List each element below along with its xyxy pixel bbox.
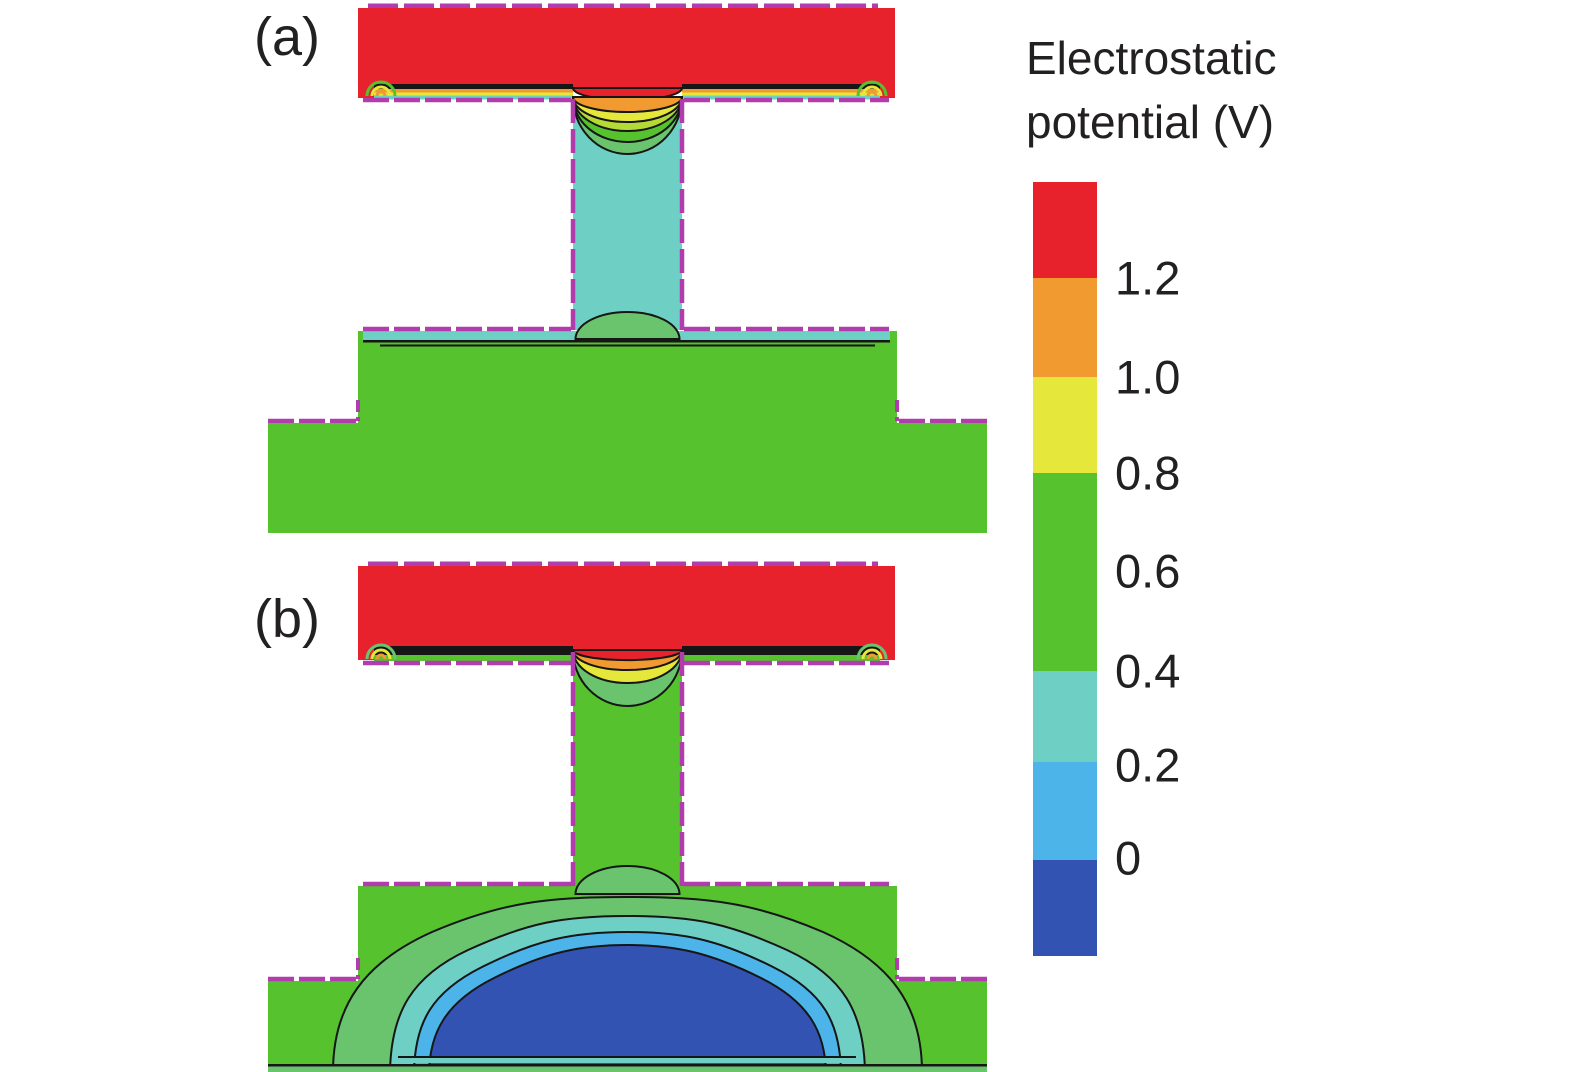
panel-a-label: (a) [254, 7, 320, 67]
panel-b-contact-dip [571, 649, 684, 662]
colorbar-segment-0.2-0.4 [1033, 671, 1097, 762]
panel-b-band-green-left [374, 655, 573, 661]
fan-arc-green [856, 643, 888, 660]
panel-a-channel-top-rings [571, 96, 684, 155]
colorbar-tick-0.8: 0.8 [1115, 446, 1181, 500]
colorbar-tick-1.2: 1.2 [1115, 251, 1181, 305]
panel-a-contour-fan-left [365, 80, 397, 97]
panel-b-band-black-right [682, 646, 880, 655]
panel-a-contour-fan-right [856, 80, 888, 97]
panel-b [268, 561, 987, 1072]
panel-b-depletion-rings [268, 895, 987, 1072]
fan-arc-orange [375, 90, 387, 97]
panel-a-band-teal-right [682, 95, 880, 100]
panel-a-band-black-left [374, 84, 573, 89]
bottom-light-green-strip [268, 1066, 987, 1072]
colorbar-tick-0: 0 [1115, 831, 1142, 885]
fan-arc-orange [866, 90, 878, 97]
fan-arc-orange [866, 653, 878, 660]
colorbar-tick-1.0: 1.0 [1115, 350, 1181, 404]
fan-arc-green [856, 80, 888, 97]
colorbar-segment-below-0 [1033, 860, 1097, 956]
panel-a-band-orange-right [682, 89, 880, 93]
colorbar-segment-1.0-1.2 [1033, 278, 1097, 377]
ring-1.0-1.2 [571, 96, 684, 113]
colorbar-segment-above-1.2 [1033, 182, 1097, 278]
panel-a-band-yellow-right [682, 92, 880, 96]
panel-b-contour-fan-left [365, 643, 397, 660]
colorbar-title-line2: potential (V) [1026, 96, 1275, 148]
fan-arc-yellow [370, 648, 392, 660]
colorbar-segment-0.4-0.8 [1033, 473, 1097, 671]
colorbar-segment-0-0.2 [1033, 762, 1097, 860]
panel-b-channel-top-rings [571, 649, 684, 707]
panel-a-band-yellow-left [374, 92, 573, 96]
panel-a-contour-band [374, 84, 880, 100]
fan-arc-green [365, 80, 397, 97]
bottom-teal-strip [398, 1058, 856, 1063]
colorbar-title-line1: Electrostatic [1026, 32, 1277, 84]
panel-a-band-orange-left [374, 89, 573, 93]
colorbar-title: Electrostatic potential (V) [1026, 26, 1277, 154]
panel-b-contour-fan-right [856, 643, 888, 660]
bottom-contour-line [398, 1056, 856, 1058]
bottom-edge-contour [268, 1064, 987, 1067]
panel-b-junction-bump [574, 865, 681, 895]
fan-arc-green [365, 643, 397, 660]
colorbar-tick-0.6: 0.6 [1115, 544, 1181, 598]
fan-arc-yellow [861, 85, 883, 97]
panel-b-band-black-left [374, 646, 573, 655]
panel-b-label: (b) [254, 589, 320, 649]
panel-a-band-black-right [682, 84, 880, 89]
panel-b-band-green-right [682, 655, 880, 661]
panel-a-contour-line-2 [380, 344, 875, 347]
panel-a-junction-bump [574, 311, 681, 340]
panel-a-substrate-base [268, 423, 987, 533]
fan-arc-yellow [861, 648, 883, 660]
panel-a-contour-line-1 [363, 340, 890, 343]
fan-arc-orange [375, 653, 387, 660]
panel-a-top-contact [358, 8, 895, 88]
fan-arc-yellow [370, 85, 392, 97]
depletion-dome-below-0V [427, 943, 828, 1072]
colorbar-segment-0.8-1.0 [1033, 377, 1097, 473]
colorbar-tick-0.4: 0.4 [1115, 644, 1181, 698]
colorbar [1033, 182, 1097, 956]
panel-b-contour-band [374, 646, 880, 661]
panel-a-band-teal-left [374, 95, 573, 100]
colorbar-tick-0.2: 0.2 [1115, 738, 1181, 792]
panel-a [268, 3, 987, 533]
panel-b-top-contact [358, 566, 895, 650]
